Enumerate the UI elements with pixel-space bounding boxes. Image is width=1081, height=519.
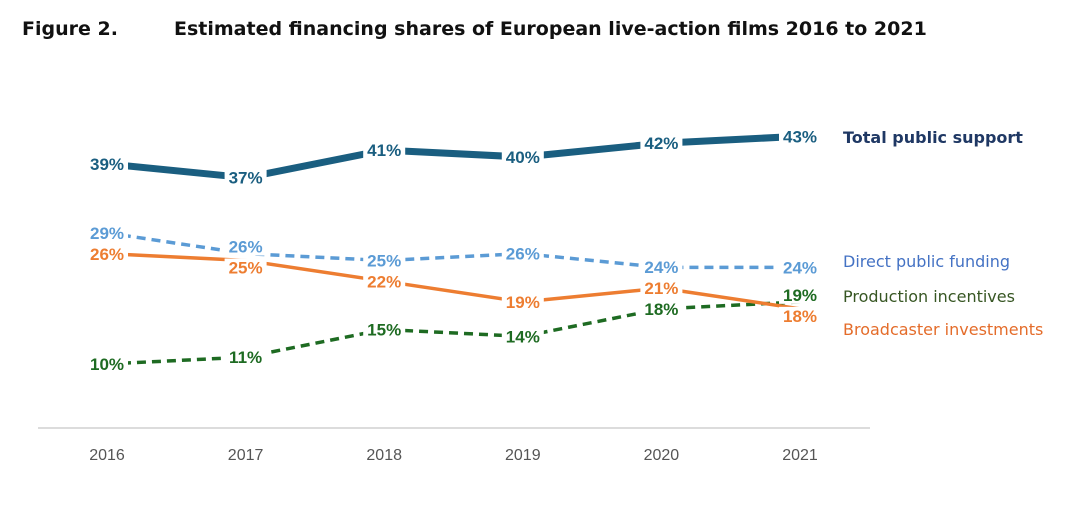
data-label-background	[224, 258, 267, 277]
data-label: 26%	[90, 245, 124, 264]
data-label-background	[224, 348, 267, 367]
data-label: 19%	[783, 286, 817, 305]
data-label-background	[363, 272, 406, 291]
legend-label: Direct public funding	[843, 252, 1010, 271]
data-label-background	[779, 127, 821, 146]
x-tick-label: 2017	[228, 447, 264, 464]
data-label-background	[501, 292, 544, 311]
data-label-background	[501, 327, 544, 346]
data-label-background	[640, 300, 683, 319]
data-label: 26%	[229, 238, 263, 257]
data-label-background	[779, 306, 821, 325]
data-label: 18%	[644, 300, 678, 319]
data-label: 18%	[783, 307, 817, 326]
series-line-broadcaster-investments	[106, 251, 801, 311]
data-label: 15%	[367, 321, 401, 340]
data-label: 43%	[783, 127, 817, 146]
data-label: 10%	[90, 355, 124, 374]
data-label: 26%	[506, 245, 540, 264]
legend-label: Total public support	[843, 128, 1023, 147]
data-label-background	[501, 244, 544, 263]
figure-number: Figure 2.	[22, 18, 118, 40]
data-label-background	[363, 251, 406, 270]
series-line-total-public-support	[106, 132, 801, 182]
data-label: 24%	[783, 258, 817, 277]
data-label-background	[363, 320, 406, 339]
data-label-background	[86, 355, 128, 373]
data-label: 21%	[644, 279, 678, 298]
data-label-background	[501, 148, 544, 166]
legend-label: Production incentives	[843, 287, 1015, 306]
data-label: 41%	[367, 141, 401, 160]
data-label-background	[86, 244, 128, 263]
series-line-production-incentives	[106, 300, 801, 366]
data-label-background	[779, 285, 821, 304]
data-label: 25%	[229, 259, 263, 278]
data-label-background	[86, 154, 128, 173]
x-tick-label: 2019	[505, 447, 541, 464]
legend-label: Broadcaster investments	[843, 320, 1043, 339]
data-label: 39%	[90, 155, 124, 174]
data-label-background	[224, 168, 267, 187]
data-label-background	[640, 279, 683, 298]
data-label-background	[640, 134, 683, 153]
data-label-background	[363, 141, 406, 160]
data-label: 40%	[506, 148, 540, 167]
series-line-direct-public-funding	[106, 231, 800, 270]
data-label: 25%	[367, 251, 401, 270]
data-label-background	[86, 223, 128, 242]
data-label: 11%	[229, 348, 262, 367]
data-label: 22%	[367, 272, 401, 291]
data-label-background	[640, 258, 683, 277]
figure-title: Figure 2. Estimated financing shares of E…	[22, 18, 927, 40]
data-label: 19%	[506, 293, 540, 312]
x-tick-label: 2020	[644, 447, 680, 464]
x-tick-label: 2016	[89, 447, 125, 464]
data-label: 24%	[644, 258, 678, 277]
x-tick-label: 2018	[366, 447, 402, 464]
data-label: 42%	[644, 134, 678, 153]
data-label: 14%	[506, 327, 540, 346]
data-label-background	[779, 258, 821, 277]
data-label: 29%	[90, 224, 124, 243]
figure-title-text: Estimated financing shares of European l…	[174, 18, 927, 40]
data-label: 37%	[229, 169, 263, 188]
data-label-background	[224, 237, 267, 256]
x-tick-label: 2021	[782, 447, 818, 464]
